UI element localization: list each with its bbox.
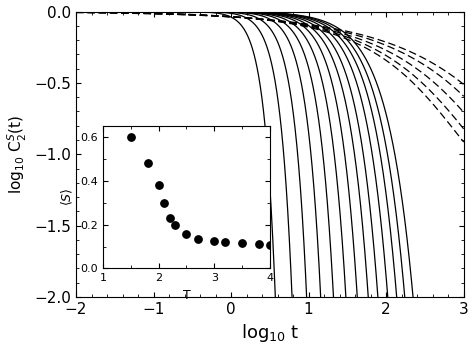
X-axis label: log$_{10}$ t: log$_{10}$ t	[241, 322, 299, 344]
Y-axis label: log$_{10}$ C$_2^S$(t): log$_{10}$ C$_2^S$(t)	[6, 115, 29, 194]
